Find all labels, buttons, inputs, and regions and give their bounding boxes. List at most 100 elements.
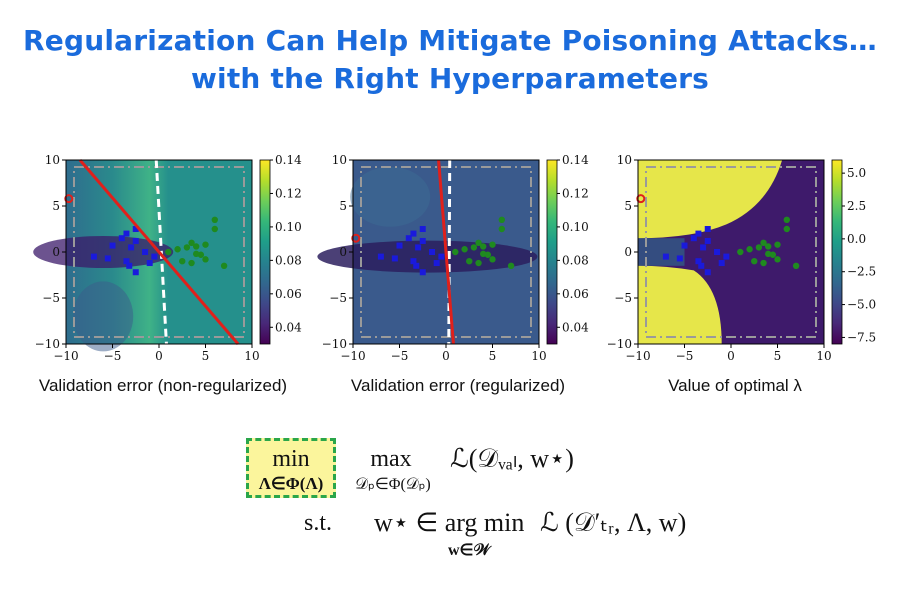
blue-point	[714, 249, 721, 255]
blue-point	[704, 269, 711, 276]
green-point	[183, 244, 191, 251]
x-tick-label: −10	[340, 349, 365, 363]
green-point	[165, 248, 172, 256]
blue-point	[132, 226, 139, 232]
green-point	[755, 244, 763, 251]
green-point	[211, 216, 218, 223]
green-point	[792, 262, 800, 269]
y-tick-label: 0	[624, 245, 632, 259]
blue-point	[676, 255, 683, 262]
y-tick-label: 5	[52, 199, 60, 213]
blue-point	[126, 262, 133, 269]
poison-point	[351, 233, 361, 243]
blue-point	[419, 237, 426, 244]
blue-point	[132, 269, 139, 276]
dashdot-frame	[360, 166, 532, 338]
blue-point	[429, 249, 436, 255]
high-lambda-region-top	[638, 160, 783, 239]
low-error-band	[317, 240, 538, 273]
blue-point	[377, 253, 384, 260]
blue-point	[413, 262, 420, 269]
green-point	[765, 250, 772, 258]
x-tick-label: 5	[202, 349, 210, 363]
green-point	[746, 246, 753, 253]
poisoned-decision-boundary	[437, 159, 455, 345]
blue-point	[109, 242, 116, 249]
clean-decision-boundary	[447, 159, 452, 345]
high-lambda-region-bottom	[638, 265, 722, 344]
x-tick-label: 5	[489, 349, 497, 363]
y-tick-label: −10	[607, 337, 632, 351]
blue-point	[123, 258, 130, 265]
green-point	[489, 241, 496, 248]
colorbar-tick-label: 0.04	[275, 320, 302, 334]
colorbar-tick-label: 0.10	[275, 220, 302, 234]
y-tick-label: 10	[332, 153, 347, 167]
blue-point	[704, 226, 711, 232]
blue-point	[151, 253, 158, 260]
blue-point	[695, 258, 702, 265]
green-point	[188, 259, 195, 267]
colorbar-tick-label: 0.14	[562, 153, 589, 167]
green-point	[475, 259, 482, 267]
y-tick-label: −5	[42, 291, 60, 305]
formula-constraint-subscript: w∈𝒲	[448, 542, 491, 559]
y-tick-label: 5	[339, 199, 347, 213]
blue-point	[118, 235, 125, 242]
green-point	[470, 244, 478, 251]
blue-point	[438, 253, 445, 260]
y-tick-label: −5	[614, 291, 632, 305]
x-tick-label: 0	[727, 349, 735, 363]
low-error-band	[33, 236, 174, 268]
x-tick-label: 10	[531, 349, 546, 363]
green-point	[188, 239, 195, 246]
colorbar-tick-label: −2.5	[847, 265, 876, 279]
formula-min: min	[272, 446, 310, 472]
formula-constraint-rhs: ℒ (𝒟′ₜᵣ, Λ, w)	[540, 508, 687, 537]
blue-point	[681, 242, 688, 249]
x-tick-label: 10	[244, 349, 259, 363]
blue-point	[690, 235, 697, 242]
poison-point	[636, 194, 646, 204]
green-point	[783, 216, 790, 223]
colorbar-tick-label: 0.08	[275, 253, 302, 267]
blue-point	[662, 253, 669, 260]
y-tick-label: 5	[624, 199, 632, 213]
y-tick-label: 0	[52, 245, 60, 259]
blue-point	[123, 230, 130, 237]
green-point	[774, 256, 781, 263]
green-point	[480, 250, 487, 258]
green-point	[452, 248, 459, 256]
colorbar-tick-label: 0.14	[275, 153, 302, 167]
caption-validation-error-non-regularized: Validation error (non-regularized)	[38, 376, 288, 395]
green-point	[760, 239, 767, 246]
x-tick-label: −10	[53, 349, 78, 363]
colorbar	[831, 159, 843, 345]
blue-point	[700, 244, 707, 251]
dashdot-frame	[645, 166, 817, 338]
upper-left-region	[350, 166, 431, 227]
green-point	[498, 225, 505, 233]
caption-optimal-lambda: Value of optimal λ	[668, 376, 802, 395]
colorbar-tick-label: 5.0	[847, 166, 866, 180]
green-point	[211, 225, 218, 233]
formula-min-subscript: Λ∈Φ(Λ)	[258, 474, 324, 493]
slide-title-line-2: with the Right Hyperparameters	[190, 62, 710, 95]
mid-lambda-band	[638, 238, 685, 266]
blue-point	[704, 237, 711, 244]
green-point	[461, 246, 468, 253]
green-point	[174, 246, 181, 253]
y-tick-label: −10	[35, 337, 60, 351]
colorbar-tick-label: 0.12	[562, 186, 589, 200]
blue-point	[433, 260, 440, 267]
blue-point	[104, 255, 111, 262]
green-point	[751, 258, 758, 265]
colorbar-tick-label: 0.12	[275, 186, 302, 200]
green-point	[507, 262, 515, 269]
x-tick-label: 5	[774, 349, 782, 363]
blue-point	[723, 253, 730, 260]
colorbar-tick-label: 0.06	[562, 287, 589, 301]
y-tick-label: 10	[45, 153, 60, 167]
blue-point	[128, 244, 135, 251]
green-point	[783, 225, 790, 233]
